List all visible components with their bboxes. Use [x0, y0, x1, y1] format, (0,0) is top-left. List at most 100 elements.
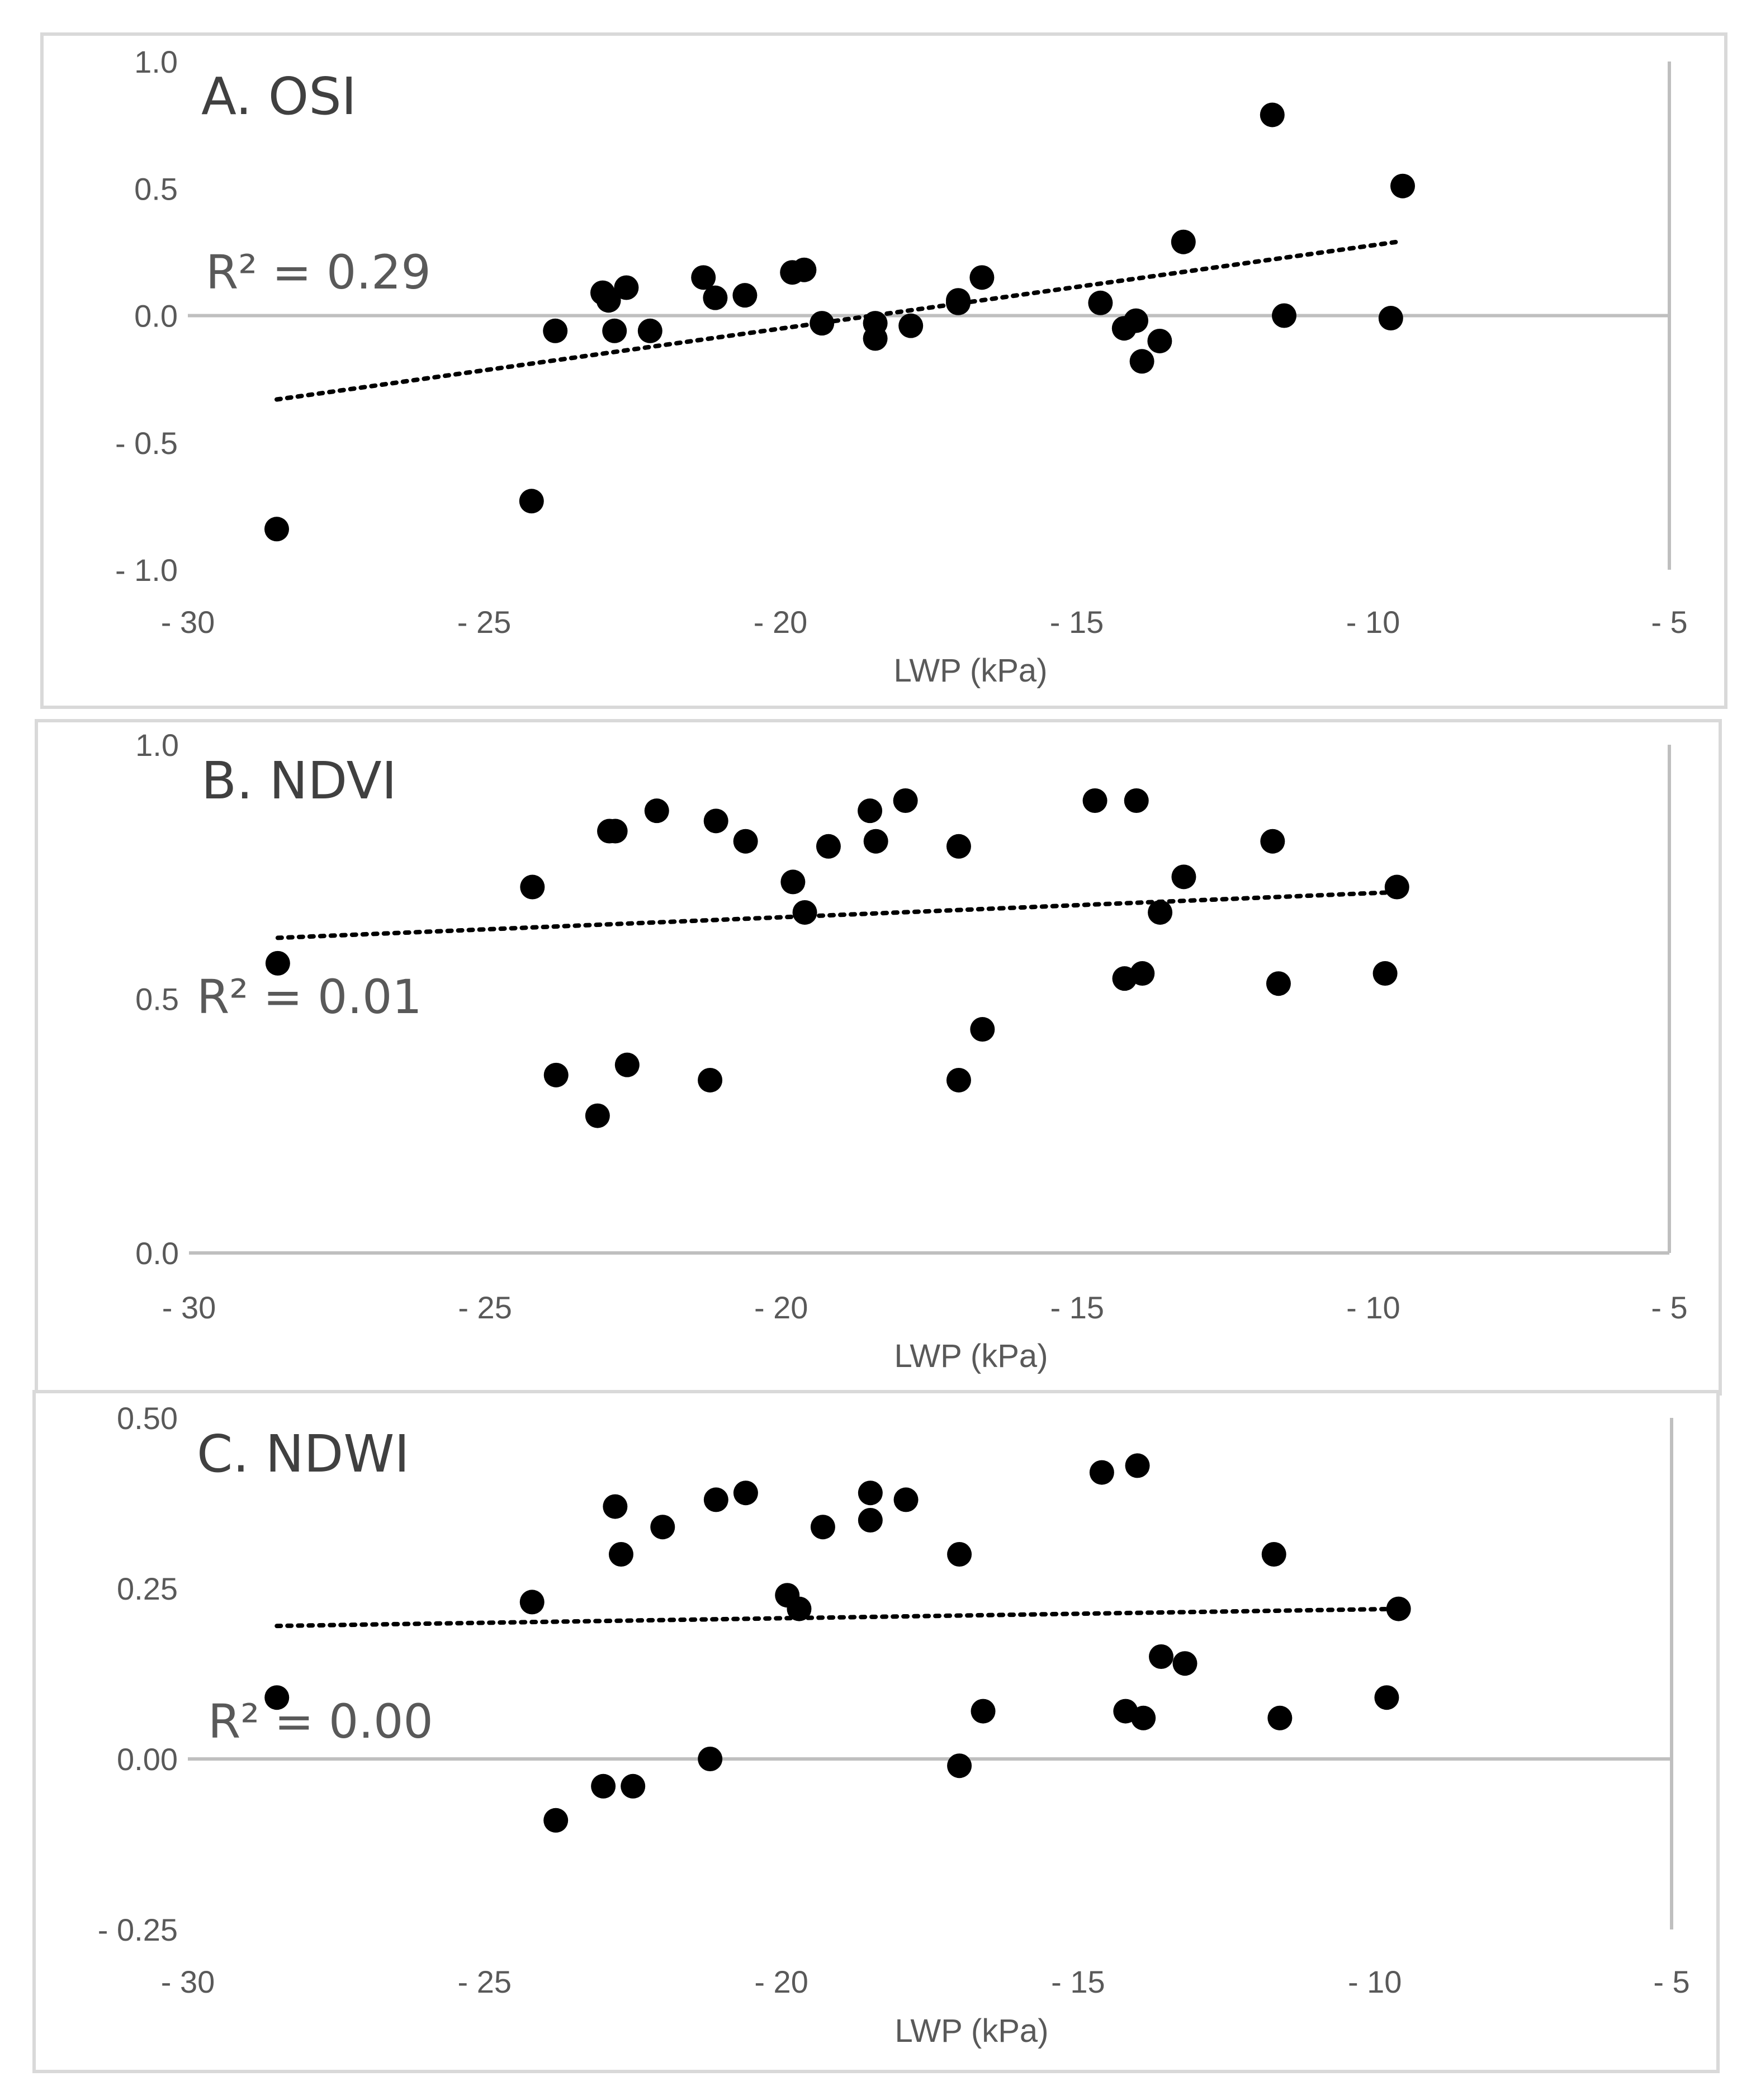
data-point	[1386, 1596, 1411, 1621]
data-point	[733, 1481, 758, 1506]
x-axis-title: LWP (kPa)	[894, 1338, 1048, 1374]
chart-title: A. OSI	[201, 67, 357, 126]
data-point	[733, 829, 758, 854]
data-point	[591, 1773, 616, 1799]
data-point	[858, 1508, 883, 1533]
y-tick-label: 0.25	[117, 1571, 178, 1606]
data-point	[1149, 1644, 1174, 1669]
y-tick-label: 1.0	[134, 44, 178, 79]
data-point	[519, 489, 544, 514]
x-tick-label: - 15	[1051, 1964, 1105, 1999]
chart-svg-ndwi: 0.50 0.25 0.00 - 0.25 - 30 - 25 - 20 - 15 - 10 - …	[98, 1401, 1690, 2049]
data-point	[608, 1542, 633, 1567]
data-point	[858, 798, 883, 824]
data-point	[637, 318, 662, 343]
x-axis-title: LWP (kPa)	[893, 652, 1047, 689]
x-tick-label: - 30	[162, 1290, 216, 1325]
x-tick-label: - 10	[1346, 604, 1400, 640]
data-point	[863, 829, 888, 854]
x-tick-label: - 5	[1651, 1290, 1687, 1325]
r-squared-label: R² = 0.00	[208, 1694, 433, 1749]
data-point	[1272, 303, 1296, 328]
data-point	[1147, 328, 1172, 353]
x-tick-label: - 30	[161, 604, 215, 640]
x-tick-label: - 25	[458, 1290, 512, 1325]
chart-svg-osi: 1.0 0.5 0.0 - 0.5 - 1.0 - 30 - 25 - 20 - 15 - 10 -…	[115, 44, 1688, 689]
data-point	[650, 1515, 675, 1540]
data-point	[1082, 788, 1107, 813]
x-tick-label: - 25	[458, 1964, 512, 1999]
y-tick-label: - 0.5	[115, 425, 178, 461]
data-point	[816, 834, 841, 859]
data-point	[863, 326, 888, 351]
data-point	[614, 1052, 640, 1077]
chart-panel-ndvi: 1.0 0.5 0.0 - 30 - 25 - 20 - 15 - 10 - 5 LWP (kPa…	[35, 719, 1722, 1396]
data-point	[1088, 290, 1113, 315]
y-tick-label: - 0.25	[98, 1912, 178, 1947]
x-axis-title: LWP (kPa)	[894, 2013, 1048, 2049]
data-point	[970, 1017, 995, 1042]
x-tick-label: - 20	[754, 1290, 808, 1325]
data-point	[858, 1481, 883, 1506]
data-point	[893, 788, 918, 813]
data-point	[946, 834, 971, 859]
x-tick-label: - 5	[1651, 604, 1687, 640]
trend-line	[274, 1606, 1401, 1629]
data-point	[1390, 173, 1415, 198]
data-point	[644, 798, 669, 824]
data-point	[810, 311, 835, 336]
data-point	[1267, 1705, 1293, 1730]
data-point	[1378, 306, 1403, 331]
data-point	[698, 1067, 723, 1092]
data-point	[703, 285, 728, 310]
data-point	[946, 1067, 971, 1092]
data-point	[698, 1747, 723, 1771]
data-point	[898, 313, 924, 338]
data-point	[603, 819, 628, 844]
y-tick-label: 0.0	[134, 299, 178, 334]
data-point	[1266, 971, 1291, 996]
data-point	[703, 808, 728, 834]
y-tick-label: 0.0	[135, 1236, 179, 1271]
y-tick-label: 0.50	[117, 1401, 178, 1436]
data-point	[596, 288, 621, 313]
data-point	[1172, 1651, 1198, 1676]
trend-line	[274, 239, 1399, 402]
data-point	[1124, 788, 1149, 813]
data-point	[1171, 229, 1196, 254]
data-point	[1374, 1685, 1399, 1710]
data-point	[543, 1062, 569, 1087]
data-point	[602, 318, 627, 343]
data-point	[264, 517, 289, 542]
data-point	[614, 275, 639, 300]
x-tick-label: - 30	[161, 1964, 215, 1999]
data-point	[520, 874, 545, 900]
x-tick-label: - 10	[1348, 1964, 1402, 1999]
data-point	[519, 1590, 545, 1615]
trend-line	[275, 890, 1399, 940]
data-point	[732, 283, 758, 308]
data-point	[1384, 874, 1409, 900]
data-point	[265, 950, 290, 976]
r-squared-label: R² = 0.01	[197, 969, 422, 1024]
data-point	[1260, 829, 1285, 854]
data-point	[947, 1542, 972, 1567]
data-point	[947, 1753, 972, 1779]
x-tick-label: - 25	[457, 604, 512, 640]
chart-svg-ndvi: 1.0 0.5 0.0 - 30 - 25 - 20 - 15 - 10 - 5 LWP (kPa…	[135, 727, 1688, 1374]
r-squared-label: R² = 0.29	[206, 245, 431, 300]
data-point	[1148, 900, 1173, 925]
x-tick-label: - 15	[1050, 604, 1104, 640]
data-point	[893, 1487, 919, 1512]
data-point	[603, 1494, 628, 1519]
data-point	[1261, 1542, 1286, 1567]
x-tick-label: - 15	[1050, 1290, 1105, 1325]
data-point	[1125, 1453, 1150, 1478]
chart-title: C. NDWI	[197, 1424, 410, 1484]
y-tick-label: 0.5	[134, 171, 178, 206]
data-point	[264, 1685, 290, 1710]
data-point	[1130, 961, 1155, 986]
x-tick-label: - 10	[1346, 1290, 1400, 1325]
chart-panel-ndwi: 0.50 0.25 0.00 - 0.25 - 30 - 25 - 20 - 15 - 10 - …	[32, 1390, 1720, 2073]
data-point	[1260, 102, 1285, 127]
